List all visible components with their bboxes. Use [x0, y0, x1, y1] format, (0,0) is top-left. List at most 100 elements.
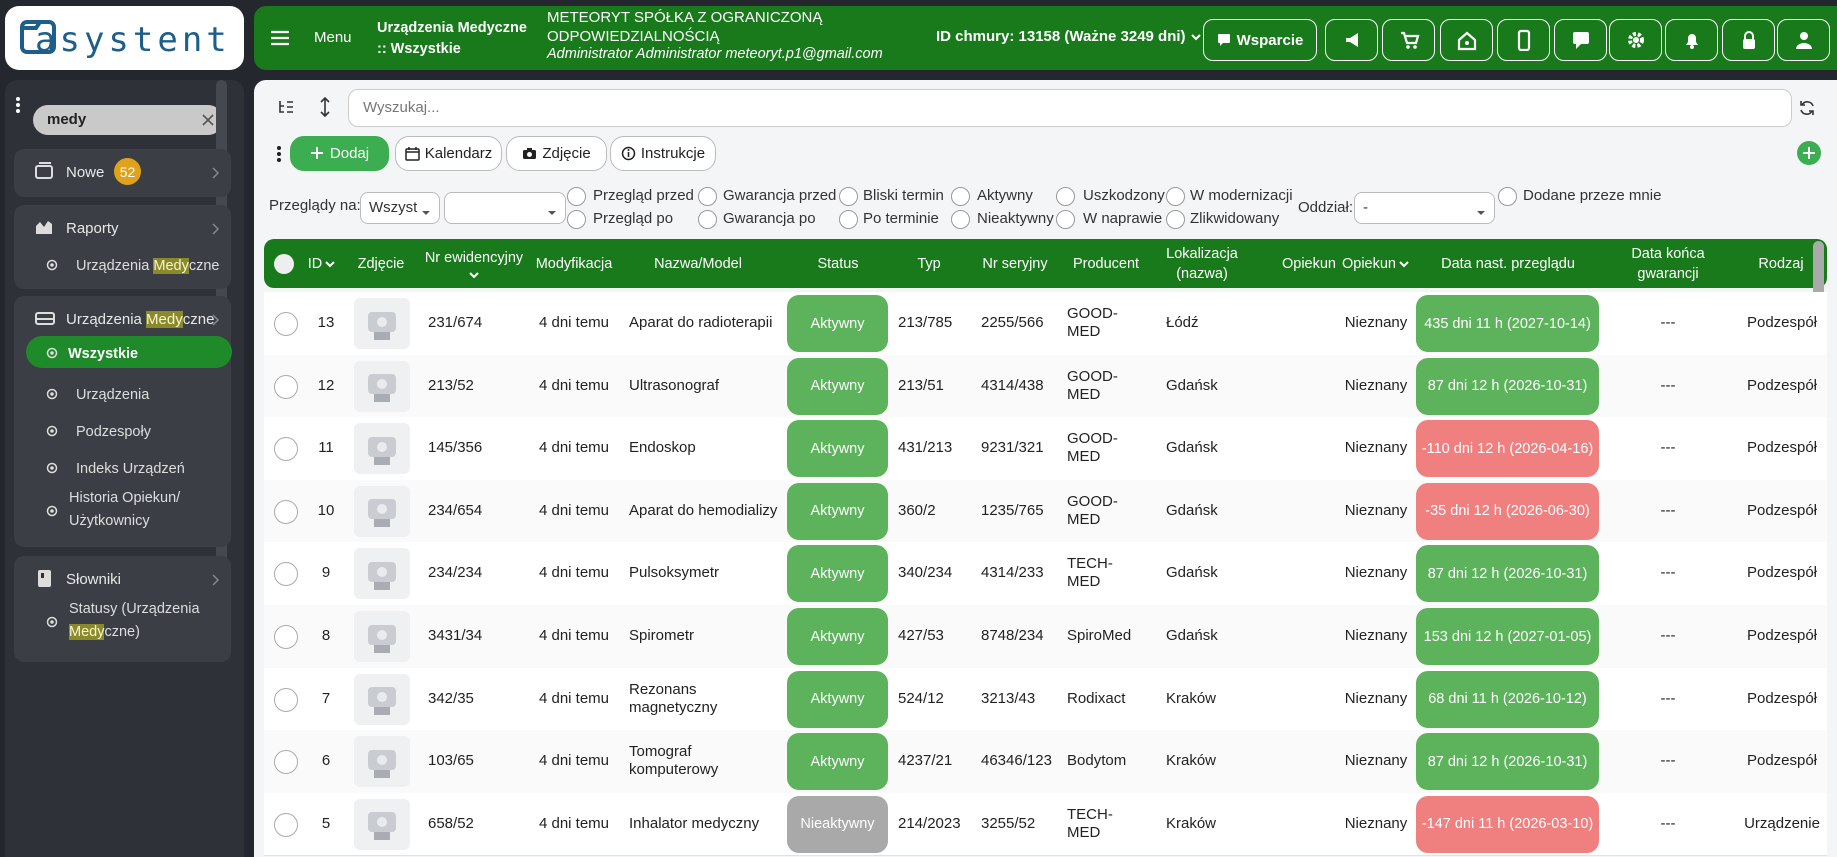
- table-row[interactable]: 13 231/674 4 dni temu Aparat do radioterapi…: [264, 292, 1827, 356]
- filter-checkbox[interactable]: [567, 187, 586, 206]
- row-checkbox[interactable]: [274, 687, 298, 712]
- sidebar-item[interactable]: Urządzenia: [14, 374, 231, 411]
- column-header[interactable]: Producent: [1061, 239, 1151, 288]
- header-icon-button[interactable]: [1554, 19, 1607, 61]
- toolbar-button[interactable]: Kalendarz: [395, 136, 502, 171]
- row-checkbox[interactable]: [274, 312, 298, 336]
- toolbar-button[interactable]: Dodaj: [290, 136, 389, 171]
- column-header[interactable]: Nr ewidencyjny: [419, 239, 529, 288]
- item-label[interactable]: Podzespoły: [76, 421, 226, 444]
- cloud-id[interactable]: ID chmury: 13158 (Ważne 3249 dni): [936, 28, 1202, 45]
- sidebar-item[interactable]: Statusy (Urządzenia Medyczne): [14, 596, 231, 646]
- add-circle[interactable]: [1797, 141, 1821, 165]
- filter-checkbox[interactable]: [567, 210, 586, 229]
- column-header[interactable]: Modyfikacja: [524, 239, 624, 288]
- header-icon-svg: [1795, 32, 1812, 49]
- select-arrow-svg: [422, 211, 430, 215]
- item-label[interactable]: Indeks Urządzeń: [76, 458, 226, 481]
- header-icon-button[interactable]: [1325, 19, 1378, 61]
- column-header[interactable]: Typ: [899, 239, 959, 288]
- header-icon-button[interactable]: [1777, 19, 1830, 61]
- group-heading[interactable]: Słowniki: [66, 571, 121, 588]
- column-header[interactable]: Nazwa/Model: [638, 239, 758, 288]
- group-heading[interactable]: Urządzenia Medyczne: [66, 311, 214, 328]
- sidebar-item-active[interactable]: Wszystkie: [26, 336, 232, 368]
- filter-checkbox[interactable]: [951, 210, 970, 229]
- column-header[interactable]: Opiekun: [1279, 239, 1339, 288]
- column-header[interactable]: Rodzaj: [1736, 239, 1826, 288]
- column-header[interactable]: ID: [297, 239, 347, 288]
- mine-checkbox[interactable]: [1498, 187, 1517, 206]
- column-header[interactable]: Zdjęcie: [346, 239, 416, 288]
- search-input[interactable]: Wyszukaj...: [348, 89, 1792, 127]
- filter-checkbox[interactable]: [1056, 210, 1075, 229]
- item-label[interactable]: Statusy (Urządzenia Medyczne): [69, 598, 219, 644]
- column-header[interactable]: Opiekun: [1336, 239, 1416, 288]
- table-row[interactable]: 9 234/234 4 dni temu Pulsoksymetr Aktywny 340…: [264, 542, 1827, 606]
- filter-label: Przegląd po: [593, 210, 674, 227]
- item-label[interactable]: Historia Opiekun/ Użytkownicy: [69, 487, 219, 533]
- group-heading[interactable]: Raporty: [66, 220, 119, 237]
- column-header[interactable]: Data nast. przeglądu: [1418, 239, 1598, 288]
- item-label[interactable]: Urządzenia Medyczne: [76, 255, 226, 278]
- toolbar-button[interactable]: Zdjęcie: [506, 136, 607, 171]
- filter-checkbox[interactable]: [839, 187, 858, 206]
- header-icon-button[interactable]: [1722, 19, 1775, 61]
- breadcrumb: Urządzenia Medyczne :: Wszystkie: [377, 20, 527, 57]
- sort-icon: [319, 96, 331, 122]
- row-checkbox[interactable]: [274, 499, 298, 524]
- sidebar-search[interactable]: medy: [33, 105, 223, 135]
- label-part: Historia Opiekun/ Użytkownicy: [69, 490, 181, 529]
- filter-label: Gwarancja po: [723, 210, 816, 227]
- filter-checkbox[interactable]: [698, 210, 717, 229]
- filter-checkbox[interactable]: [1166, 187, 1185, 206]
- column-header[interactable]: Lokalizacja (nazwa): [1157, 239, 1247, 288]
- reviews-select-2[interactable]: [444, 192, 566, 224]
- item-label[interactable]: Urządzenia: [76, 384, 226, 407]
- cell-producer: TECH-MED: [1067, 805, 1113, 841]
- header-icon-button[interactable]: [1497, 19, 1550, 61]
- chevron-right: [212, 573, 220, 591]
- table-row[interactable]: 11 145/356 4 dni temu Endoskop Aktywny 431/21…: [264, 417, 1827, 481]
- sidebar-item[interactable]: Podzespoły: [14, 411, 231, 448]
- row-checkbox[interactable]: [274, 625, 298, 649]
- row-checkbox[interactable]: [274, 374, 298, 399]
- header-icon-button[interactable]: [1382, 19, 1435, 61]
- table-row[interactable]: 6 103/65 4 dni temu Tomograf komputerowy Akt…: [264, 730, 1827, 794]
- sidebar-item[interactable]: Indeks Urządzeń: [14, 448, 231, 485]
- row-checkbox[interactable]: [274, 812, 298, 837]
- branch-select[interactable]: -: [1354, 192, 1495, 224]
- filter-checkbox[interactable]: [1166, 210, 1185, 229]
- row-checkbox[interactable]: [274, 437, 298, 462]
- column-header[interactable]: Data końca gwarancji: [1618, 239, 1718, 288]
- sidebar-item[interactable]: Historia Opiekun/ Użytkownicy: [14, 485, 231, 535]
- row-checkbox[interactable]: [274, 562, 298, 587]
- logo-box[interactable]: asystent: [5, 6, 244, 70]
- filter-checkbox[interactable]: [698, 187, 717, 206]
- table-row[interactable]: 7 342/35 4 dni temu Rezonans magnetyczny Akt…: [264, 667, 1827, 732]
- menu-label[interactable]: Menu: [314, 29, 352, 46]
- group-heading[interactable]: Nowe: [66, 164, 104, 181]
- toolbar-button[interactable]: Instrukcje: [610, 136, 716, 171]
- filter-checkbox[interactable]: [839, 210, 858, 229]
- review-badge: 87 dni 12 h (2026-10-31): [1416, 357, 1599, 415]
- column-header[interactable]: Status: [803, 239, 873, 288]
- filter-checkbox[interactable]: [951, 187, 970, 206]
- header-icon-button[interactable]: [1665, 19, 1718, 61]
- header-icon-button[interactable]: [1609, 19, 1662, 61]
- header-icon-button[interactable]: [1440, 19, 1493, 61]
- button-label: Kalendarz: [424, 145, 493, 162]
- reviews-select[interactable]: Wszyst: [360, 192, 440, 224]
- item-label[interactable]: Wszystkie: [68, 343, 218, 366]
- table-row[interactable]: 12 213/52 4 dni temu Ultrasonograf Aktywny 21…: [264, 354, 1827, 419]
- sidebar-item[interactable]: Urządzenia Medyczne: [14, 245, 231, 282]
- table-row[interactable]: 5 658/52 4 dni temu Inhalator medyczny Nieak…: [264, 792, 1827, 857]
- row-checkbox[interactable]: [274, 750, 298, 775]
- filter-checkbox[interactable]: [1056, 187, 1075, 206]
- column-header[interactable]: Nr seryjny: [970, 239, 1060, 288]
- header-icon: [1456, 29, 1478, 51]
- table-row[interactable]: 10 234/654 4 dni temu Aparat do hemodializy…: [264, 479, 1827, 544]
- table-row[interactable]: 8 3431/34 4 dni temu Spirometr Aktywny 427/53…: [264, 605, 1827, 669]
- cell-modified: 4 dni temu: [538, 439, 610, 457]
- support-button[interactable]: Wsparcie: [1203, 19, 1317, 61]
